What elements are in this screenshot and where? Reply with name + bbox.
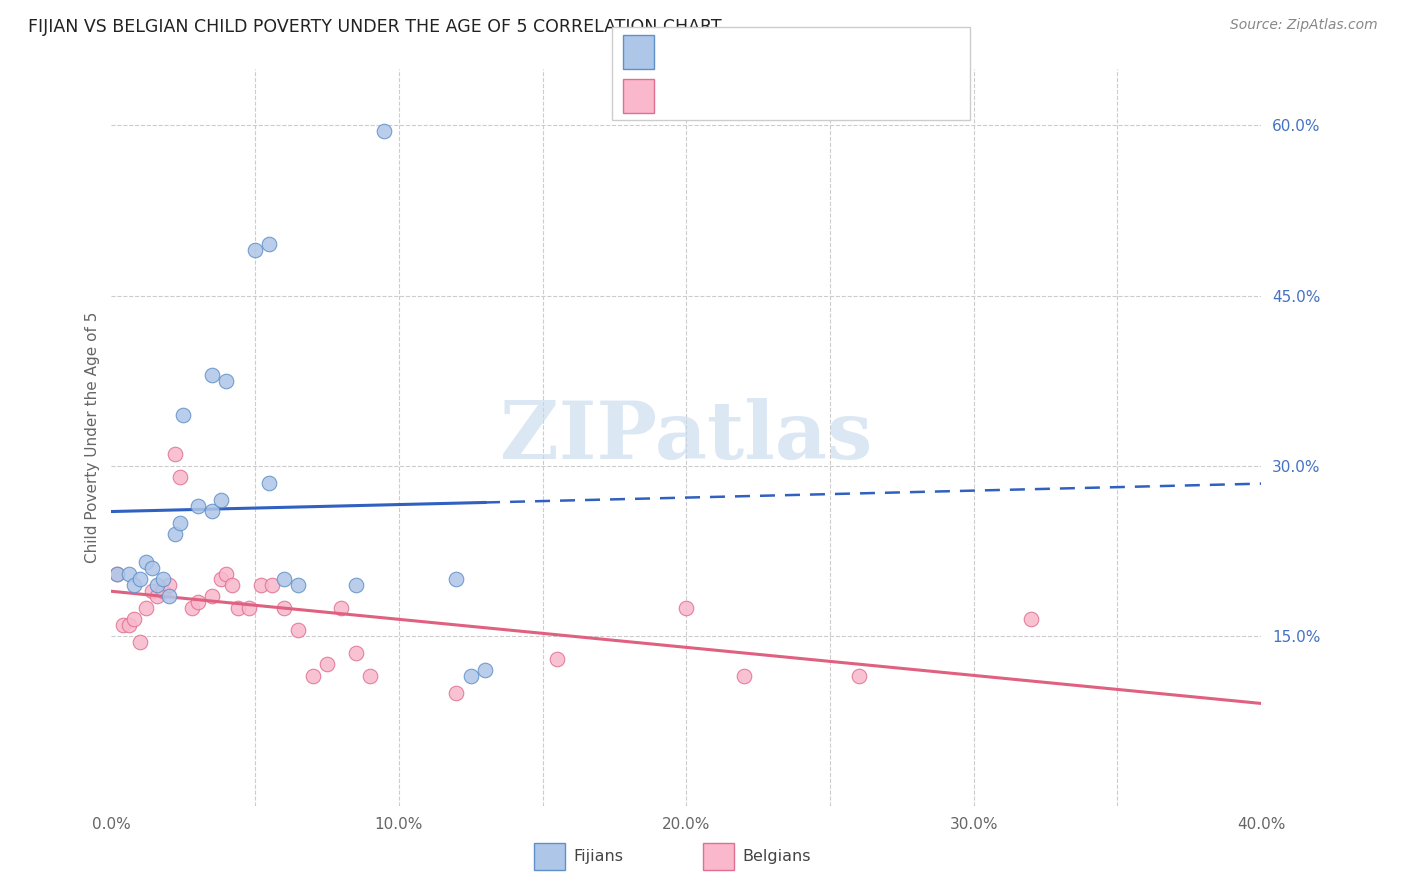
Point: [344, 646, 367, 660]
Point: [157, 578, 180, 592]
Point: [141, 561, 163, 575]
Point: [169, 516, 191, 530]
Text: Fijians: Fijians: [574, 849, 624, 863]
Text: R =  0.165    N = 21: R = 0.165 N = 21: [665, 42, 846, 60]
Point: [446, 686, 468, 700]
Point: [301, 669, 323, 683]
Point: [1019, 612, 1042, 626]
Point: [273, 572, 295, 586]
Point: [460, 669, 482, 683]
Point: [675, 600, 697, 615]
Point: [152, 583, 174, 598]
Point: [287, 578, 309, 592]
Point: [201, 504, 224, 518]
Point: [243, 243, 266, 257]
Point: [221, 578, 243, 592]
Point: [201, 590, 224, 604]
Point: [226, 600, 249, 615]
Point: [262, 578, 284, 592]
Point: [105, 566, 128, 581]
Point: [316, 657, 339, 672]
Point: [209, 492, 232, 507]
Point: [273, 600, 295, 615]
Y-axis label: Child Poverty Under the Age of 5: Child Poverty Under the Age of 5: [86, 311, 100, 563]
Point: [359, 669, 381, 683]
Text: Source: ZipAtlas.com: Source: ZipAtlas.com: [1230, 18, 1378, 32]
Point: [259, 237, 281, 252]
Point: [215, 566, 238, 581]
Point: [733, 669, 755, 683]
Point: [215, 374, 238, 388]
Point: [146, 590, 169, 604]
Point: [152, 572, 174, 586]
Point: [287, 624, 309, 638]
Point: [546, 651, 568, 665]
Point: [135, 600, 157, 615]
Point: [146, 578, 169, 592]
Point: [105, 566, 128, 581]
Point: [118, 617, 141, 632]
Point: [163, 447, 186, 461]
Text: R = -0.365    N = 35: R = -0.365 N = 35: [665, 87, 848, 104]
Point: [250, 578, 273, 592]
Point: [129, 572, 152, 586]
Text: FIJIAN VS BELGIAN CHILD POVERTY UNDER THE AGE OF 5 CORRELATION CHART: FIJIAN VS BELGIAN CHILD POVERTY UNDER TH…: [28, 18, 721, 36]
Point: [330, 600, 353, 615]
Point: [187, 499, 209, 513]
Point: [187, 595, 209, 609]
Point: [129, 634, 152, 648]
Point: [157, 590, 180, 604]
Point: [373, 124, 395, 138]
Point: [124, 612, 146, 626]
Point: [180, 600, 202, 615]
Point: [135, 555, 157, 569]
Point: [118, 566, 141, 581]
Point: [474, 663, 496, 677]
Point: [209, 572, 232, 586]
Point: [169, 470, 191, 484]
Point: [201, 368, 224, 382]
Point: [259, 475, 281, 490]
Point: [163, 527, 186, 541]
Point: [141, 583, 163, 598]
Point: [111, 617, 134, 632]
Point: [848, 669, 870, 683]
Point: [124, 578, 146, 592]
Point: [344, 578, 367, 592]
Text: ZIPatlas: ZIPatlas: [501, 399, 872, 476]
Point: [446, 572, 468, 586]
Point: [172, 408, 194, 422]
Point: [238, 600, 260, 615]
Text: Belgians: Belgians: [742, 849, 811, 863]
